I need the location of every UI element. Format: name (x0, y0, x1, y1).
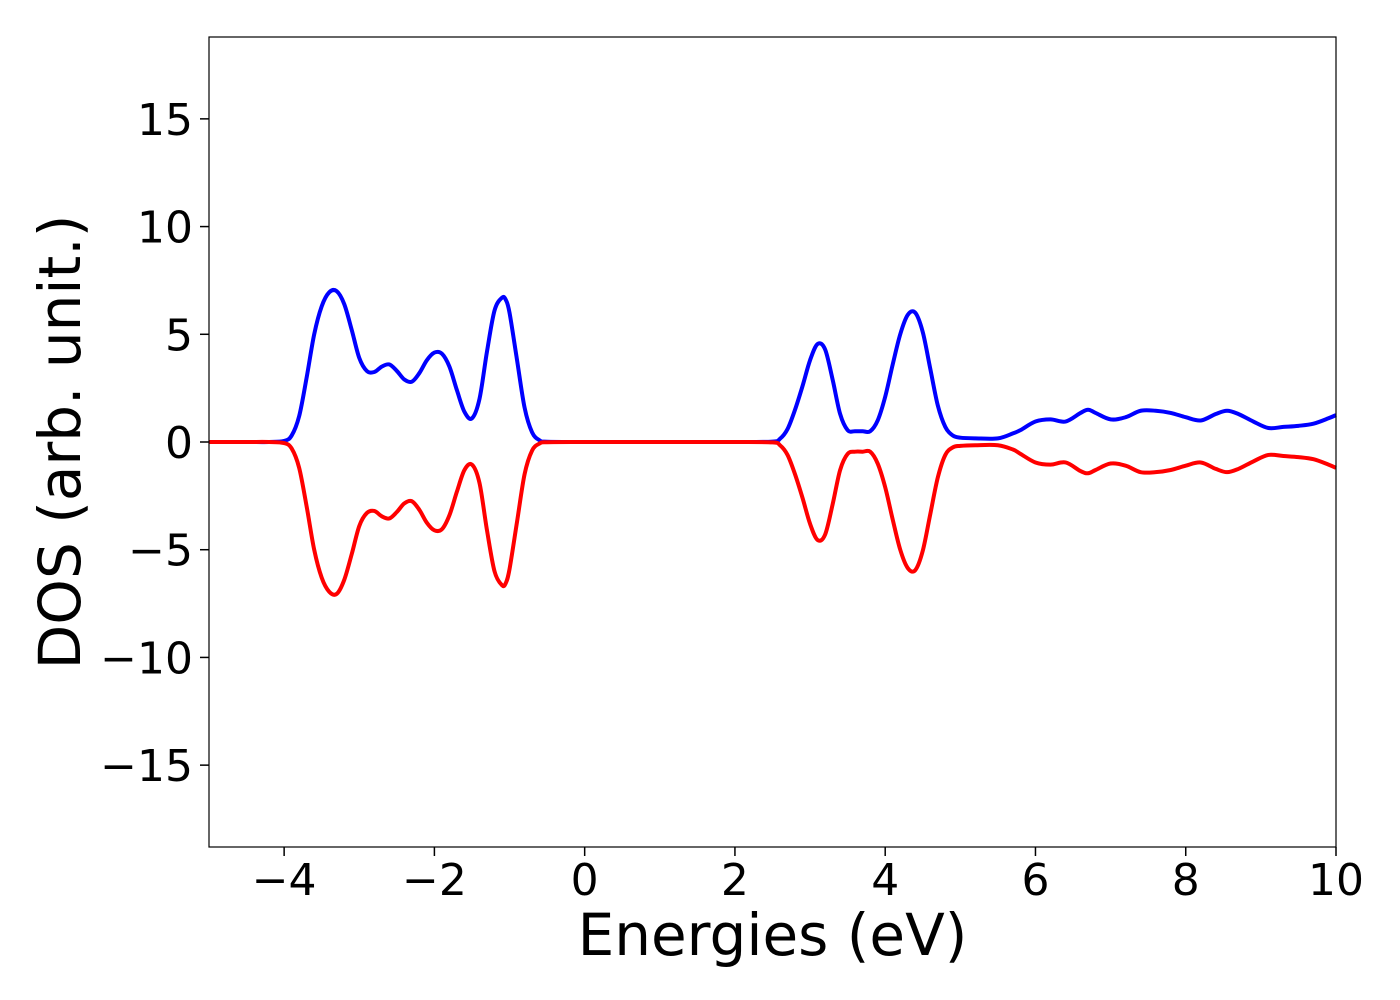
plot-lines (209, 288, 1337, 597)
y-tick-label: −10 (100, 633, 193, 684)
y-tick-label: 15 (137, 95, 193, 146)
x-axis-label: Energies (eV) (578, 901, 968, 969)
x-tick-label: 8 (1172, 855, 1200, 906)
y-axis-label: DOS (arb. unit.) (26, 215, 94, 670)
y-tick-label: 10 (137, 203, 193, 254)
x-tick-label: 10 (1308, 855, 1364, 906)
dos-series-line-up (209, 288, 1337, 445)
x-tick-label: 6 (1021, 855, 1049, 906)
x-tick-label: 0 (571, 855, 599, 906)
dos-series-line-down (209, 439, 1337, 597)
y-tick-label: 0 (165, 418, 193, 469)
x-tick-label: 2 (721, 855, 749, 906)
y-tick-label: −5 (128, 526, 193, 577)
x-axis-ticks: −4 −2 0 2 4 6 8 10 (252, 847, 1364, 906)
x-tick-label: −2 (402, 855, 467, 906)
x-tick-label: −4 (252, 855, 317, 906)
y-axis-ticks: 15 10 5 0 −5 −10 −15 (100, 95, 209, 792)
y-tick-label: 5 (165, 310, 193, 361)
y-tick-label: −15 (100, 741, 193, 792)
x-tick-label: 4 (871, 855, 899, 906)
